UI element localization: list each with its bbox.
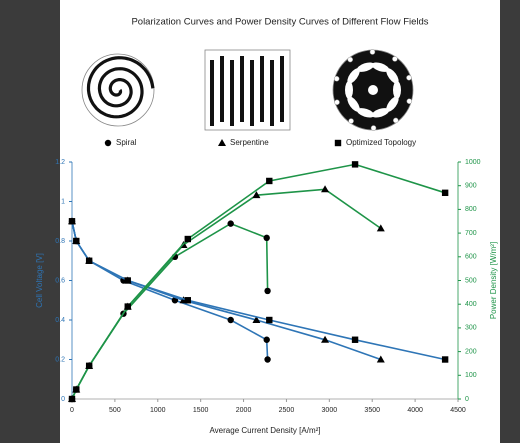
x-tick-label: 0 [70, 407, 74, 414]
legend-label: Spiral [116, 138, 137, 147]
x-tick-label: 4500 [450, 407, 466, 414]
marker [69, 396, 75, 402]
y2-tick-label: 600 [465, 254, 477, 261]
topology-dot [393, 118, 398, 123]
y2-tick-label: 800 [465, 206, 477, 213]
legend-marker [105, 140, 111, 146]
serpentine-channel [240, 56, 244, 122]
marker [125, 277, 131, 283]
topology-dot [371, 125, 376, 130]
topology-dot [349, 119, 354, 124]
topology-center [368, 85, 378, 95]
series-line [72, 189, 381, 399]
y2-tick-label: 1000 [465, 159, 481, 166]
legend-label: Optimized Topology [346, 138, 416, 147]
x-tick-label: 3500 [364, 407, 380, 414]
y2-tick-label: 500 [465, 277, 477, 284]
spiral-icon [89, 58, 153, 117]
legend-label: Serpentine [230, 138, 269, 147]
x-tick-label: 2000 [236, 407, 252, 414]
topology-blob [393, 81, 401, 99]
marker [352, 337, 358, 343]
marker [266, 317, 272, 323]
serpentine-outline [205, 50, 290, 130]
y-axis-label: Cell Voltage [V] [35, 253, 44, 308]
x-tick-label: 2500 [279, 407, 295, 414]
marker [264, 356, 270, 362]
x-axis-label: Average Current Density [A/m²] [209, 426, 320, 435]
topology-dot [348, 57, 353, 62]
topology-dot [370, 50, 375, 55]
x-tick-label: 3000 [322, 407, 338, 414]
legend-marker [218, 139, 226, 146]
x-tick-label: 4000 [407, 407, 423, 414]
topology-dot [392, 56, 397, 61]
marker [86, 363, 92, 369]
marker [264, 288, 270, 294]
marker [227, 220, 233, 226]
chart: Polarization Curves and Power Density Cu… [0, 0, 520, 443]
marker [185, 297, 191, 303]
y-tick-label: 1 [61, 198, 65, 205]
marker [73, 238, 79, 244]
topology-blob [345, 81, 353, 99]
y-tick-label: 0 [61, 396, 65, 403]
page: {"chart_data": {"type": "line", "title":… [0, 0, 520, 443]
legend-marker [335, 140, 341, 146]
serpentine-channel [280, 56, 284, 122]
y-tick-label: 0.4 [55, 317, 65, 324]
serpentine-channel [210, 60, 214, 126]
marker [352, 161, 358, 167]
y-tick-label: 0.6 [55, 277, 65, 284]
y2-tick-label: 100 [465, 372, 477, 379]
y2-tick-label: 200 [465, 348, 477, 355]
marker [69, 218, 75, 224]
marker [442, 356, 448, 362]
marker [377, 224, 385, 231]
series-line [72, 221, 381, 359]
marker [86, 258, 92, 264]
marker [266, 178, 272, 184]
topology-dot [334, 76, 339, 81]
serpentine-channel [250, 60, 254, 126]
topology-dot [406, 75, 411, 80]
y2-tick-label: 300 [465, 325, 477, 332]
series-line [72, 221, 445, 359]
series-line [72, 221, 268, 359]
y-tick-label: 0.2 [55, 356, 65, 363]
marker [185, 236, 191, 242]
y-tick-label: 0.8 [55, 238, 65, 245]
x-tick-label: 1500 [193, 407, 209, 414]
serpentine-channel [270, 60, 274, 126]
topology-dot [407, 99, 412, 104]
marker [227, 317, 233, 323]
y2-axis-label: Power Density [W/m²] [489, 242, 498, 319]
marker [73, 386, 79, 392]
marker [125, 303, 131, 309]
marker [264, 337, 270, 343]
series-line [72, 224, 268, 399]
x-tick-label: 1000 [150, 407, 166, 414]
serpentine-channel [230, 60, 234, 126]
y2-tick-label: 0 [465, 396, 469, 403]
topology-dot [335, 100, 340, 105]
y2-tick-label: 400 [465, 301, 477, 308]
serpentine-channel [260, 56, 264, 122]
x-tick-label: 500 [109, 407, 121, 414]
marker [264, 235, 270, 241]
flow-field-icons [82, 50, 413, 131]
marker [442, 190, 448, 196]
chart-title: Polarization Curves and Power Density Cu… [131, 17, 428, 28]
serpentine-channel [220, 56, 224, 122]
y2-tick-label: 900 [465, 183, 477, 190]
y2-tick-label: 700 [465, 230, 477, 237]
y-tick-label: 1.2 [55, 159, 65, 166]
